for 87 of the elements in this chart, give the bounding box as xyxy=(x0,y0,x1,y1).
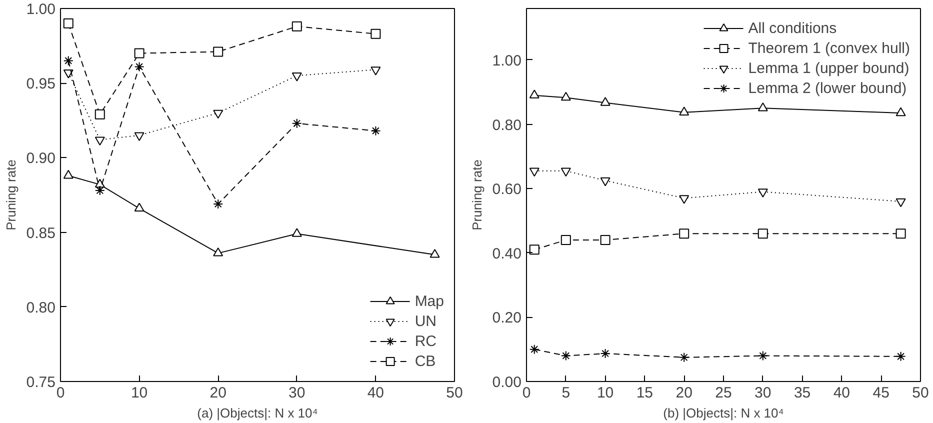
legend-label: Lemma 2 (lower bound) xyxy=(748,80,907,96)
x-tick-label: 35 xyxy=(794,384,811,402)
y-tick-label: 0.40 xyxy=(492,245,522,262)
point xyxy=(63,56,74,66)
point xyxy=(63,70,74,78)
point xyxy=(134,48,144,58)
point xyxy=(292,118,302,128)
point xyxy=(896,228,906,239)
y-tick-label: 0.90 xyxy=(26,150,56,168)
x-tick-label: 15 xyxy=(636,384,654,402)
point xyxy=(529,344,540,354)
legend-label: UN xyxy=(414,312,436,330)
point xyxy=(94,109,105,120)
point xyxy=(896,198,906,208)
point xyxy=(560,235,571,246)
legend-label: Theorem 1 (convex hull) xyxy=(748,40,910,56)
x-tick-label: 30 xyxy=(754,384,772,402)
point xyxy=(529,168,540,177)
x-axis-title: (a) |Objects|: N x 10⁴ xyxy=(197,406,318,420)
x-tick-label: 10 xyxy=(130,384,148,402)
point xyxy=(679,352,690,362)
y-tick-label: 0.00 xyxy=(492,374,522,391)
y-tick-label: 1.00 xyxy=(492,52,522,70)
x-tick-label: 40 xyxy=(367,384,384,402)
point xyxy=(370,66,381,76)
x-tick-label: 40 xyxy=(833,384,850,402)
point xyxy=(213,247,224,256)
x-tick-label: 5 xyxy=(562,384,570,402)
point xyxy=(370,126,381,136)
point xyxy=(292,72,302,82)
x-tick-label: 25 xyxy=(715,384,732,402)
legend-label: Map xyxy=(414,292,444,310)
y-axis-title: Pruning rate xyxy=(469,160,484,230)
point xyxy=(213,46,224,57)
point xyxy=(600,177,610,186)
x-tick-label: 50 xyxy=(446,384,463,402)
point xyxy=(896,107,906,116)
x-tick-label: 30 xyxy=(288,384,306,402)
point xyxy=(560,92,571,101)
y-tick-label: 0.85 xyxy=(26,224,56,242)
x-tick-label: 45 xyxy=(872,384,890,402)
point xyxy=(600,235,610,246)
point xyxy=(63,170,74,179)
point xyxy=(213,110,224,119)
x-axis-title: (b) |Objects|: N x 10⁴ xyxy=(663,406,784,420)
point xyxy=(134,62,144,72)
y-tick-label: 0.80 xyxy=(26,299,56,316)
point xyxy=(600,97,610,106)
x-tick-label: 20 xyxy=(210,384,226,402)
legend-label: Lemma 1 (upper bound) xyxy=(748,60,910,76)
point xyxy=(370,28,381,39)
y-tick-label: 0.20 xyxy=(492,310,522,327)
point xyxy=(679,228,690,239)
point xyxy=(134,202,144,212)
legend-label: All conditions xyxy=(748,20,837,36)
point xyxy=(292,21,302,32)
point xyxy=(560,168,571,177)
y-tick-label: 0.80 xyxy=(492,116,522,134)
point xyxy=(560,350,571,361)
point xyxy=(896,351,906,362)
point xyxy=(213,198,224,209)
y-tick-label: 0.75 xyxy=(26,374,56,391)
x-tick-label: 0 xyxy=(522,384,531,402)
x-tick-label: 10 xyxy=(596,384,614,402)
point xyxy=(679,106,690,116)
legend-label: CB xyxy=(414,352,436,370)
y-tick-label: 1.00 xyxy=(26,1,56,18)
point xyxy=(600,348,610,359)
point xyxy=(529,244,540,255)
point xyxy=(679,195,690,204)
y-tick-label: 0.95 xyxy=(26,76,56,93)
point xyxy=(529,90,540,98)
y-axis-title: Pruning rate xyxy=(3,160,18,230)
x-tick-label: 50 xyxy=(912,384,929,402)
point xyxy=(94,136,105,146)
point xyxy=(430,248,440,258)
point xyxy=(758,228,768,239)
x-tick-label: 20 xyxy=(676,384,692,402)
point xyxy=(758,188,768,198)
legend-label: RC xyxy=(414,332,436,350)
point xyxy=(63,18,74,28)
point xyxy=(758,350,768,361)
point xyxy=(758,102,768,112)
y-tick-label: 0.60 xyxy=(492,181,522,198)
point xyxy=(292,228,302,237)
point xyxy=(94,186,105,196)
x-tick-label: 0 xyxy=(56,384,65,402)
